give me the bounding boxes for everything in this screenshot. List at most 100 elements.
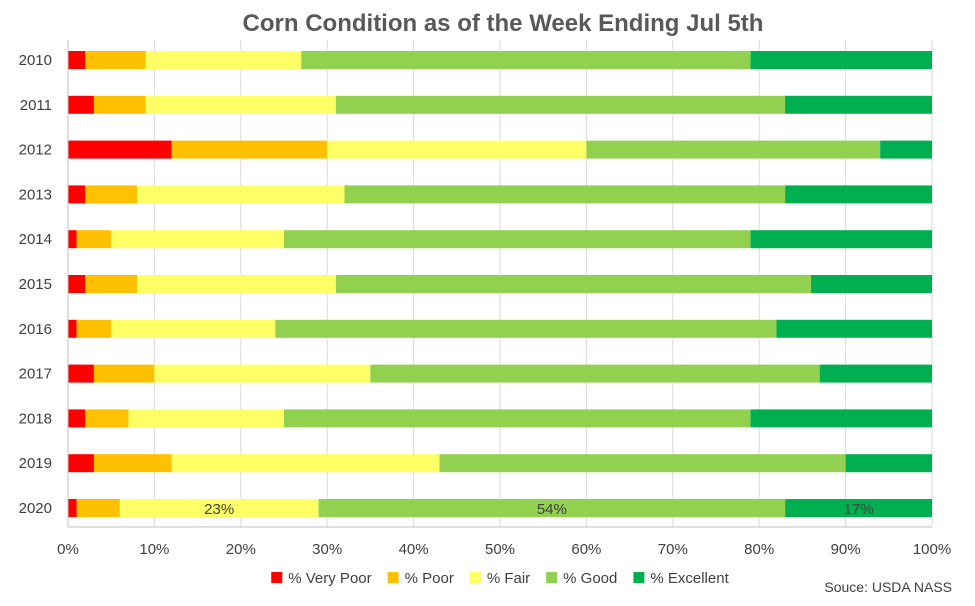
y-tick-label: 2020 (19, 500, 52, 517)
bar-segment (76, 230, 112, 249)
x-axis: 0% 10% 20% 30% 40% 50% 60% 70% 80% 90% 100% (57, 526, 951, 558)
x-tick-label: 100% (913, 541, 951, 558)
bar-segment (811, 275, 932, 293)
bar-segment (301, 51, 751, 69)
bar-segment (785, 185, 932, 204)
bar-segment (93, 454, 172, 473)
legend-label: % Fair (487, 570, 530, 587)
bar-segment (68, 454, 94, 473)
source-note: Souce: USDA NASS (824, 579, 952, 595)
legend-swatch (469, 572, 481, 583)
bar-segment (68, 275, 86, 293)
legend-label: % Very Poor (288, 570, 371, 587)
legend-label: % Poor (405, 570, 454, 587)
bar-segment (111, 230, 284, 249)
legend-swatch (546, 572, 558, 583)
x-tick-label: 60% (571, 541, 601, 558)
legend-item: % Excellent (633, 570, 730, 587)
bar-row-2010 (68, 51, 932, 69)
x-tick-label: 10% (139, 541, 169, 558)
bar-segment (137, 275, 336, 293)
y-tick-label: 2017 (19, 366, 52, 383)
bar-segment (85, 185, 138, 204)
bar-segment (880, 140, 932, 159)
bar-row-2019 (68, 454, 932, 473)
x-tick-label: 90% (831, 541, 861, 558)
bar-segment (76, 319, 112, 338)
legend-swatch (633, 572, 645, 583)
bar-segment (335, 275, 812, 293)
x-tick-label: 50% (485, 541, 515, 558)
bar-segment (335, 95, 786, 114)
bar-segment (93, 364, 155, 383)
x-tick-label: 30% (312, 541, 342, 558)
data-label: 54% (537, 501, 567, 518)
chart-title: Corn Condition as of the Week Ending Jul… (243, 10, 764, 37)
legend-swatch (271, 572, 283, 583)
y-tick-label: 2018 (19, 410, 52, 427)
bar-segment (68, 319, 77, 338)
y-tick-label: 2014 (19, 231, 52, 248)
y-tick-label: 2013 (19, 186, 52, 203)
data-label: 23% (204, 501, 234, 518)
x-tick-label: 20% (226, 541, 256, 558)
bar-segment (93, 95, 146, 114)
bar-segment (85, 275, 138, 293)
bar-segment (819, 364, 932, 383)
bar-segment (154, 364, 371, 383)
bar-segment (171, 454, 440, 473)
bar-segment (128, 409, 284, 428)
legend-item: % Good (546, 570, 617, 587)
bar-segment (275, 319, 777, 338)
bar-segment (171, 140, 328, 159)
bar-segment (68, 499, 77, 517)
bar-segment (111, 319, 276, 338)
bar-row-2015 (68, 275, 932, 293)
bar-segment (845, 454, 932, 473)
x-tick-label: 70% (658, 541, 688, 558)
bar-row-2020 (68, 499, 932, 517)
bar-row-2016 (68, 319, 932, 338)
bar-segment (439, 454, 846, 473)
bar-segment (785, 95, 932, 114)
legend-label: % Excellent (650, 570, 729, 587)
bar-segment (68, 185, 86, 204)
y-axis: 2010 2011 2012 2013 2014 2015 2016 2017 2018 2019… (19, 40, 69, 527)
legend: % Very Poor % Poor % Fair % Good % Excellent (271, 570, 730, 587)
bar-segment (68, 230, 77, 249)
bar-segment (750, 230, 932, 249)
bar-segment (284, 409, 751, 428)
bar-row-2012 (68, 140, 932, 159)
bar-segment (85, 409, 129, 428)
y-tick-label: 2011 (20, 97, 52, 114)
y-tick-label: 2015 (19, 276, 52, 293)
bar-segment (318, 499, 786, 517)
legend-item: % Very Poor (271, 570, 372, 587)
bar-segment (750, 409, 932, 428)
bar-segment (785, 499, 932, 517)
legend-swatch (387, 572, 399, 583)
bar-segment (76, 499, 120, 517)
bar-row-2017 (68, 364, 932, 383)
bar-segment (327, 140, 587, 159)
bar-row-2011 (68, 95, 932, 114)
bar-segment (68, 51, 86, 69)
bar-row-2013 (68, 185, 932, 204)
bar-segment (137, 185, 345, 204)
bar-segment (586, 140, 881, 159)
y-tick-label: 2010 (19, 52, 52, 69)
bar-segment (145, 51, 302, 69)
bar-segment (344, 185, 786, 204)
bar-segment (68, 140, 172, 159)
bar-segment (68, 364, 94, 383)
bar-segment (68, 409, 86, 428)
data-labels: 23% 54% 17% (204, 501, 873, 518)
x-tick-label: 40% (399, 541, 429, 558)
bar-segment (145, 95, 336, 114)
legend-item: % Poor (387, 570, 454, 587)
bar-segment (119, 499, 319, 517)
data-label: 17% (844, 501, 874, 518)
bar-row-2018 (68, 409, 932, 428)
